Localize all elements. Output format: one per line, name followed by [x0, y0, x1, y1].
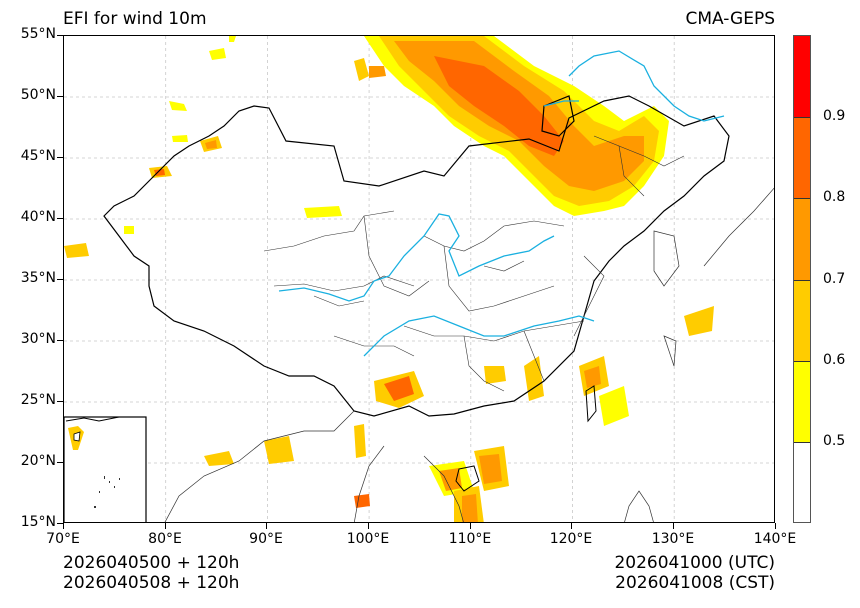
lat-tick: 55°N: [20, 26, 56, 42]
init-time-cst: 2026040508 + 120h: [63, 573, 240, 593]
lat-tick: 15°N: [20, 514, 56, 530]
colorbar-segment-0.5-0.6: [794, 361, 810, 442]
colorbar-segment-0.6-0.7: [794, 280, 810, 361]
province-borders: [263, 135, 685, 392]
lon-tick: 80°E: [148, 531, 182, 547]
colorbar-label: 0.8: [823, 189, 846, 205]
lat-tick: 30°N: [20, 331, 56, 347]
lat-tick-mark: [57, 279, 63, 281]
valid-time-cst: 2026041008 (CST): [615, 573, 775, 593]
map-canvas: [64, 36, 774, 522]
lon-tick: 120°E: [549, 531, 593, 547]
lat-tick-mark: [57, 96, 63, 98]
national-border: [103, 95, 730, 417]
init-time-block: 2026040500 + 120h 2026040508 + 120h: [63, 553, 239, 593]
rivers: [278, 50, 725, 357]
lon-tick-mark: [165, 523, 167, 529]
valid-time-utc: 2026041000 (UTC): [614, 553, 775, 573]
efi-shading: [64, 36, 714, 522]
lat-tick: 50°N: [20, 87, 56, 103]
lon-tick: 140°E: [753, 531, 797, 547]
lat-tick: 20°N: [20, 453, 56, 469]
colorbar-label: 0.9: [823, 108, 846, 124]
lat-tick: 45°N: [20, 148, 56, 164]
map-panel: [63, 35, 775, 523]
lat-tick-mark: [57, 401, 63, 403]
lon-tick: 100°E: [346, 531, 390, 547]
lat-tick-mark: [57, 218, 63, 220]
colorbar-label: 0.5: [823, 433, 846, 449]
colorbar-segment-0.7-0.8: [794, 198, 810, 280]
lat-tick-mark: [57, 340, 63, 342]
lon-tick-mark: [63, 523, 65, 529]
lon-tick: 130°E: [651, 531, 695, 547]
lat-tick: 25°N: [20, 392, 56, 408]
lon-tick: 70°E: [46, 531, 80, 547]
lon-tick: 90°E: [249, 531, 283, 547]
lat-tick: 35°N: [20, 270, 56, 286]
south-china-sea-inset: [64, 416, 147, 522]
lon-tick-mark: [470, 523, 472, 529]
lat-tick-mark: [57, 523, 63, 525]
colorbar-segment-below-0.5: [794, 442, 810, 522]
lat-tick-mark: [57, 157, 63, 159]
lon-tick: 110°E: [448, 531, 492, 547]
lon-tick-mark: [266, 523, 268, 529]
colorbar-segment-0.9-1.0: [794, 36, 810, 117]
lon-tick-mark: [673, 523, 675, 529]
colorbar: [793, 35, 811, 523]
lat-tick-mark: [57, 462, 63, 464]
lon-tick-mark: [571, 523, 573, 529]
chart-title-left: EFI for wind 10m: [63, 9, 207, 29]
lon-tick-mark: [368, 523, 370, 529]
init-time-utc: 2026040500 + 120h: [63, 553, 240, 573]
valid-time-block: 2026041000 (UTC) 2026041008 (CST): [614, 553, 775, 593]
lat-tick: 40°N: [20, 209, 56, 225]
colorbar-segment-0.8-0.9: [794, 117, 810, 198]
lat-tick-mark: [57, 35, 63, 37]
gridlines: [64, 36, 774, 522]
lon-tick-mark: [775, 523, 777, 529]
colorbar-label: 0.6: [823, 352, 846, 368]
colorbar-label: 0.7: [823, 271, 846, 287]
chart-title-right: CMA-GEPS: [685, 9, 775, 29]
